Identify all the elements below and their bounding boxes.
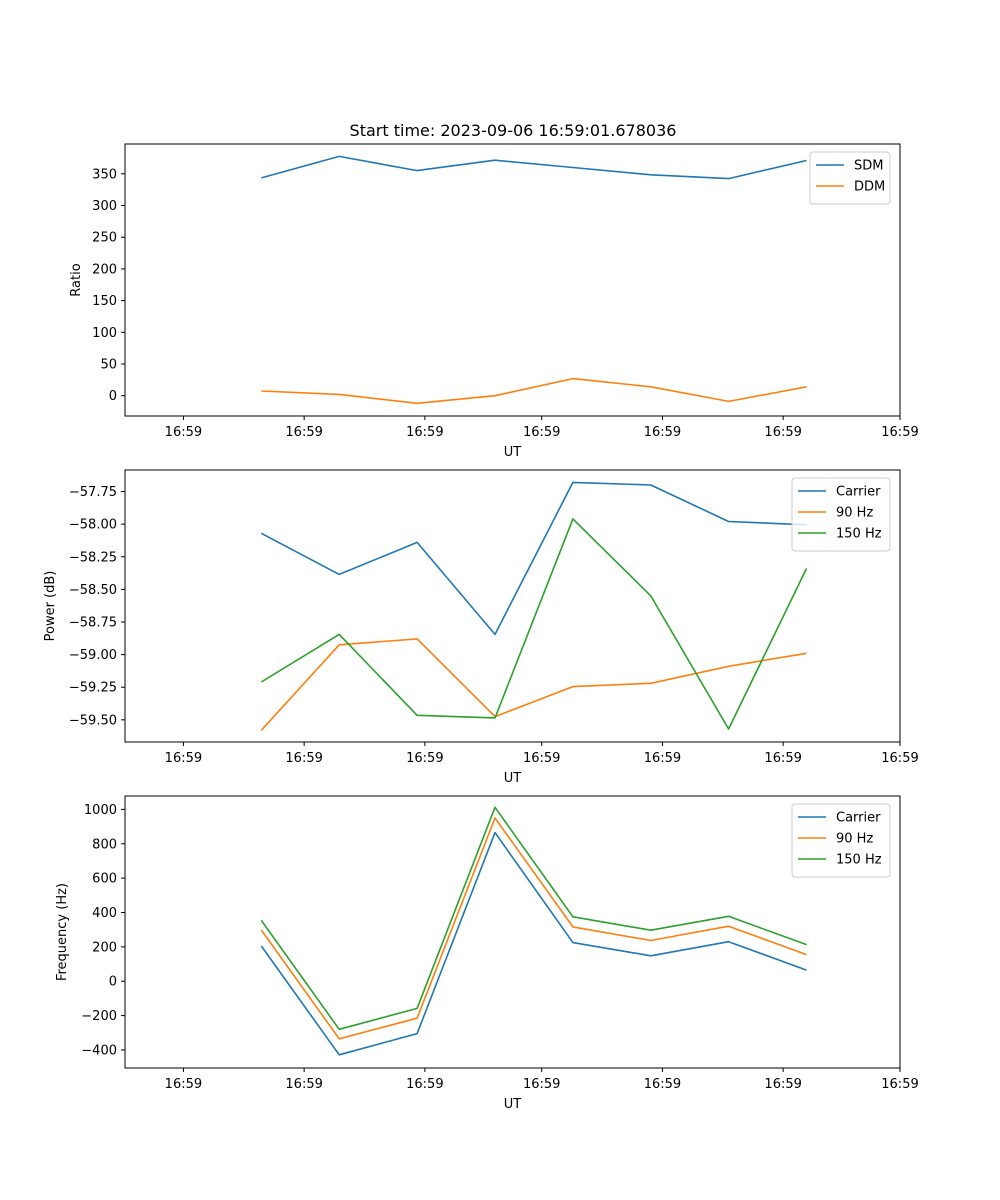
y-tick-label: −58.25 xyxy=(69,550,117,565)
y-axis-label: Ratio xyxy=(69,263,84,296)
series-line-150-hz xyxy=(260,806,807,1031)
y-tick-label: −59.00 xyxy=(69,648,117,663)
x-tick-label: 16:59 xyxy=(881,751,918,766)
x-tick-label: 16:59 xyxy=(285,1077,322,1092)
y-tick-label: 200 xyxy=(92,940,117,955)
y-tick-label: −58.75 xyxy=(69,615,117,630)
series-line-150-hz xyxy=(260,518,808,730)
axes-frame xyxy=(124,795,901,1069)
legend-label: DDM xyxy=(854,180,885,195)
legend: SDM DDM xyxy=(809,151,891,205)
legend-label: 150 Hz xyxy=(836,527,882,542)
y-tick-label: −58.50 xyxy=(69,583,117,598)
y-tick-label: 200 xyxy=(92,262,117,277)
series-line-90-hz xyxy=(260,817,807,1040)
x-tick-label: 16:59 xyxy=(523,1077,560,1092)
x-tick-label: 16:59 xyxy=(523,425,560,440)
y-tick-label: 600 xyxy=(92,872,117,887)
y-tick-label: −59.25 xyxy=(69,681,117,696)
x-tick-label: 16:59 xyxy=(406,425,443,440)
legend: Carrier 90 Hz 150 Hz xyxy=(791,803,891,878)
x-tick-label: 16:59 xyxy=(285,425,322,440)
y-tick-label: 100 xyxy=(92,326,117,341)
y-tick-label: −59.50 xyxy=(69,713,117,728)
y-tick-label: −58.00 xyxy=(69,518,117,533)
series-line-carrier xyxy=(260,831,807,1056)
series-line-sdm xyxy=(261,155,807,180)
y-tick-label: 800 xyxy=(92,837,117,852)
x-tick-label: 16:59 xyxy=(523,751,560,766)
y-tick-label: 0 xyxy=(109,389,117,404)
x-tick-label: 16:59 xyxy=(881,425,918,440)
y-tick-label: 300 xyxy=(92,199,117,214)
legend-label: 150 Hz xyxy=(836,853,882,868)
y-tick-label: −400 xyxy=(81,1043,117,1058)
x-axis-label: UT xyxy=(504,771,522,786)
x-tick-label: 16:59 xyxy=(165,425,202,440)
chart-title: Start time: 2023-09-06 16:59:01.678036 xyxy=(350,121,677,140)
y-tick-label: 50 xyxy=(100,358,117,373)
x-tick-label: 16:59 xyxy=(764,425,801,440)
series-line-carrier xyxy=(260,481,807,636)
legend-label: Carrier xyxy=(836,485,881,500)
x-tick-label: 16:59 xyxy=(285,751,322,766)
y-tick-label: 1000 xyxy=(84,803,117,818)
legend-label: SDM xyxy=(854,159,883,174)
axes-frame xyxy=(124,469,901,743)
x-tick-label: 16:59 xyxy=(764,751,801,766)
y-tick-label: −57.75 xyxy=(69,485,117,500)
x-tick-label: 16:59 xyxy=(644,1077,681,1092)
x-tick-label: 16:59 xyxy=(764,1077,801,1092)
axes-panel-2: 16:59 16:59 16:59 16:59 16:59 16:59 16:59 −57.7… xyxy=(43,469,919,786)
axes-panel-3: 16:59 16:59 16:59 16:59 16:59 16:59 16:59 1000 8… xyxy=(55,795,919,1112)
legend-label: 90 Hz xyxy=(836,832,873,847)
series-line-ddm xyxy=(261,377,807,405)
y-axis-label: Power (dB) xyxy=(43,571,58,642)
x-tick-label: 16:59 xyxy=(644,751,681,766)
y-tick-label: 350 xyxy=(92,167,117,182)
legend: Carrier 90 Hz 150 Hz xyxy=(791,477,891,552)
y-tick-label: −200 xyxy=(81,1009,117,1024)
x-axis-label: UT xyxy=(504,1097,522,1112)
x-tick-label: 16:59 xyxy=(165,1077,202,1092)
x-tick-label: 16:59 xyxy=(406,1077,443,1092)
legend-label: Carrier xyxy=(836,811,881,826)
y-tick-label: 150 xyxy=(92,294,117,309)
y-axis-label: Frequency (Hz) xyxy=(55,883,70,981)
x-tick-label: 16:59 xyxy=(881,1077,918,1092)
y-tick-label: 400 xyxy=(92,906,117,921)
x-tick-label: 16:59 xyxy=(406,751,443,766)
axes-panel-1: 16:59 16:59 16:59 16:59 16:59 16:59 16:59 0 50 10… xyxy=(69,143,919,460)
legend-label: 90 Hz xyxy=(836,506,873,521)
x-tick-label: 16:59 xyxy=(165,751,202,766)
y-tick-label: 250 xyxy=(92,231,117,246)
axes-frame xyxy=(124,143,901,417)
series-line-90-hz xyxy=(260,638,807,731)
x-tick-label: 16:59 xyxy=(644,425,681,440)
y-tick-label: 0 xyxy=(109,975,117,990)
x-axis-label: UT xyxy=(504,445,522,460)
